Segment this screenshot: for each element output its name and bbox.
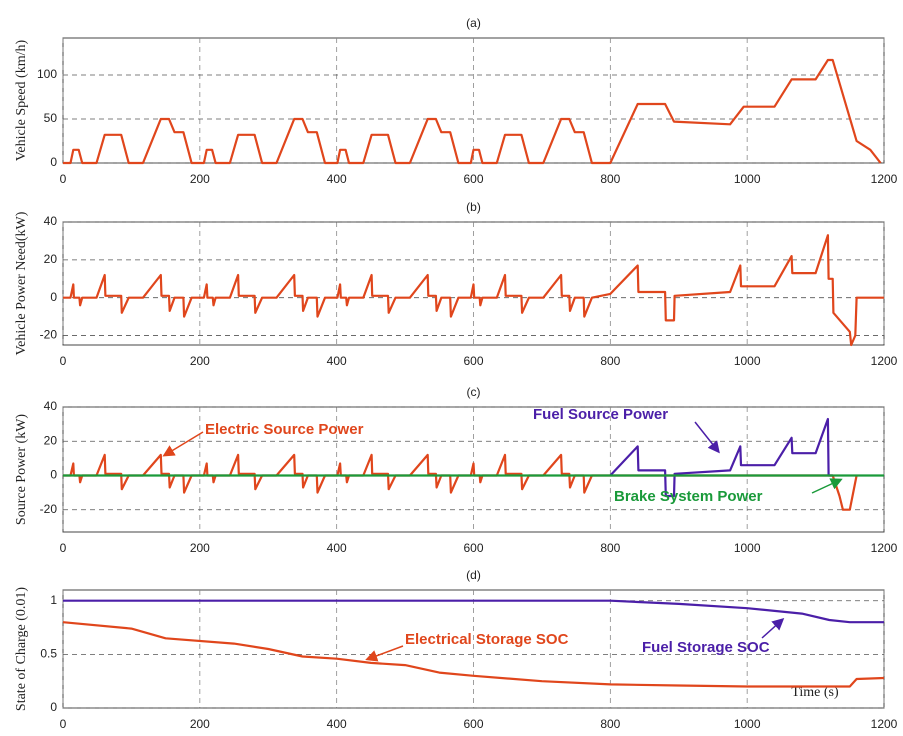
panel-title: (d) <box>466 568 481 582</box>
arrow <box>761 617 785 639</box>
x-tick-label: 0 <box>60 541 67 555</box>
x-tick-label: 1000 <box>734 541 761 555</box>
plots: (a)Vehicle Speed (km/h)0 200 400 600 800 1000… <box>14 16 897 731</box>
x-tick-label: 1000 <box>734 172 761 186</box>
arrow <box>365 645 404 662</box>
x-tick-label: 1200 <box>871 172 898 186</box>
x-tick-label: 600 <box>463 717 483 731</box>
x-tick-label: 400 <box>327 717 347 731</box>
y-tick-label: 0 <box>50 700 57 714</box>
x-tick-label: 200 <box>190 717 210 731</box>
annotation: Fuel Source Power <box>533 406 668 423</box>
x-tick-label: 800 <box>600 354 620 368</box>
annotations: Electric Source Power Fuel Source Power … <box>162 406 843 662</box>
series-line <box>63 58 882 165</box>
x-tick-label: 0 <box>60 717 67 731</box>
x-tick-label: 800 <box>600 717 620 731</box>
y-axis-label: Source Power (kW) <box>14 414 29 526</box>
x-tick-label: 600 <box>463 541 483 555</box>
y-tick-label: -20 <box>40 502 58 516</box>
y-tick-label: 0.5 <box>40 647 57 661</box>
y-tick-label: 50 <box>44 111 58 125</box>
x-axis-label: Time (s) <box>791 685 839 700</box>
y-tick-label: -20 <box>40 328 58 342</box>
arrow <box>162 431 204 457</box>
x-tick-label: 600 <box>463 354 483 368</box>
x-tick-label: 400 <box>327 354 347 368</box>
x-tick-label: 1200 <box>871 541 898 555</box>
x-tick-label: 800 <box>600 172 620 186</box>
panel-title: (c) <box>467 385 481 399</box>
y-axis-label: Vehicle Speed (km/h) <box>14 40 29 162</box>
annotation: Fuel Storage SOC <box>642 639 770 656</box>
y-tick-label: 20 <box>44 433 58 447</box>
x-tick-label: 400 <box>327 172 347 186</box>
series-line <box>62 621 885 688</box>
x-tick-label: 0 <box>60 172 67 186</box>
x-tick-label: 0 <box>60 354 67 368</box>
panel-title: (b) <box>466 200 481 214</box>
x-tick-label: 600 <box>463 172 483 186</box>
y-tick-label: 100 <box>37 67 57 81</box>
y-tick-label: 0 <box>50 290 57 304</box>
annotation: Electrical Storage SOC <box>405 631 569 648</box>
series-line <box>63 453 858 511</box>
annotation: Brake System Power <box>614 488 763 505</box>
y-tick-label: 40 <box>44 399 58 413</box>
x-tick-label: 1200 <box>871 354 898 368</box>
series-line <box>609 417 833 498</box>
y-tick-label: 0 <box>50 468 57 482</box>
x-tick-label: 400 <box>327 541 347 555</box>
arrow <box>694 421 720 454</box>
x-tick-label: 1200 <box>871 717 898 731</box>
y-tick-label: 0 <box>50 155 57 169</box>
y-tick-label: 1 <box>50 593 57 607</box>
y-axis-label: Vehicle Power Need(kW) <box>14 211 29 355</box>
x-tick-label: 800 <box>600 541 620 555</box>
y-tick-label: 40 <box>44 214 58 228</box>
series-line <box>63 234 884 347</box>
x-tick-label: 200 <box>190 172 210 186</box>
series-line <box>63 599 884 624</box>
x-tick-label: 200 <box>190 541 210 555</box>
y-tick-label: 20 <box>44 252 58 266</box>
x-tick-label: 1000 <box>734 354 761 368</box>
annotation: Electric Source Power <box>205 421 364 438</box>
y-axis-label: State of Charge (0.01) <box>14 587 29 711</box>
x-tick-label: 1000 <box>734 717 761 731</box>
panel-title: (a) <box>466 16 481 30</box>
arrow <box>811 478 843 494</box>
x-tick-label: 200 <box>190 354 210 368</box>
